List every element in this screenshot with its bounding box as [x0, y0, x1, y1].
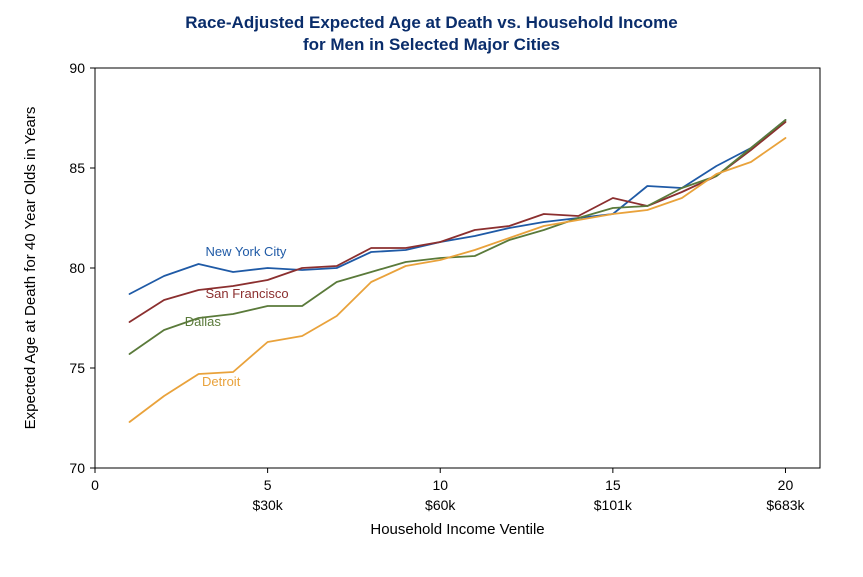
y-tick-label: 70: [69, 460, 85, 476]
x-tick-label: 0: [91, 477, 99, 493]
x-axis-label: Household Income Ventile: [370, 521, 544, 538]
plot-area: [95, 68, 820, 468]
series-label: New York City: [205, 244, 286, 259]
chart-svg: Race-Adjusted Expected Age at Death vs. …: [0, 0, 863, 577]
x-tick-sublabel: $101k: [594, 497, 633, 513]
y-axis-label: Expected Age at Death for 40 Year Olds i…: [22, 107, 39, 430]
x-tick-sublabel: $30k: [252, 497, 283, 513]
series-label: Detroit: [202, 374, 241, 389]
x-tick-label: 20: [778, 477, 794, 493]
y-tick-label: 80: [69, 260, 85, 276]
series-label: Dallas: [185, 314, 222, 329]
x-tick-sublabel: $683k: [766, 497, 805, 513]
y-tick-label: 85: [69, 160, 85, 176]
y-tick-label: 90: [69, 60, 85, 76]
chart-title-line2: for Men in Selected Major Cities: [303, 35, 560, 54]
x-tick-sublabel: $60k: [425, 497, 456, 513]
y-tick-label: 75: [69, 360, 85, 376]
x-tick-label: 10: [432, 477, 448, 493]
x-tick-label: 15: [605, 477, 621, 493]
chart-title-line1: Race-Adjusted Expected Age at Death vs. …: [185, 13, 678, 32]
x-tick-label: 5: [264, 477, 272, 493]
chart-container: Race-Adjusted Expected Age at Death vs. …: [0, 0, 863, 577]
series-label: San Francisco: [205, 286, 288, 301]
